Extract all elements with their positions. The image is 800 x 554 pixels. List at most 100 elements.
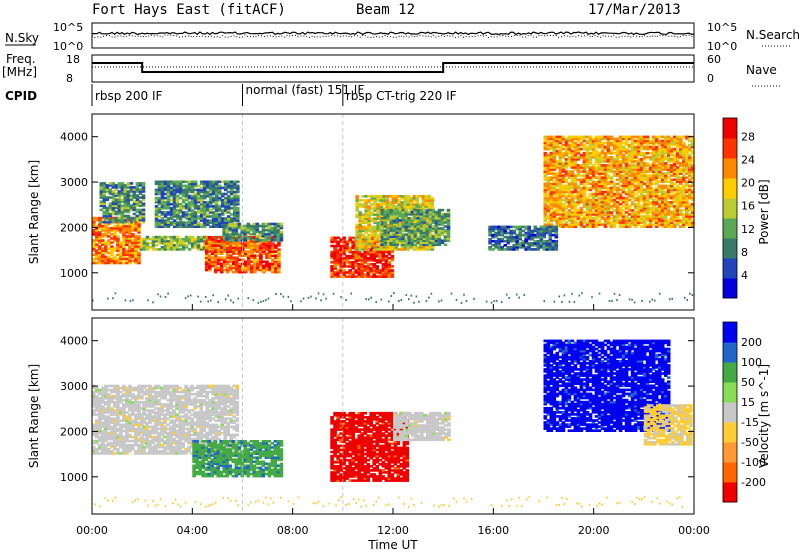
heatmap-cell bbox=[612, 139, 617, 143]
heatmap-cell bbox=[390, 273, 395, 276]
heatmap-cell bbox=[630, 164, 635, 167]
heatmap-cell bbox=[419, 227, 424, 230]
nsearch-tick-low: 10^0 bbox=[707, 40, 737, 53]
heatmap-cell bbox=[497, 229, 501, 233]
heatmap-cell bbox=[238, 262, 242, 266]
heatmap-cell bbox=[561, 211, 566, 214]
heatmap-cell bbox=[688, 160, 692, 163]
heatmap-cell bbox=[588, 168, 593, 171]
heatmap-cell bbox=[336, 240, 340, 244]
heatmap-cell bbox=[552, 139, 557, 143]
heatmap-cell bbox=[214, 200, 219, 204]
heatmap-cell bbox=[137, 239, 141, 242]
heatmap-cell bbox=[567, 219, 572, 222]
heatmap-cell bbox=[636, 184, 641, 188]
heatmap-cell bbox=[95, 224, 99, 228]
heatmap-cell bbox=[211, 188, 216, 192]
heatmap-cell bbox=[570, 143, 575, 147]
heatmap-cell bbox=[271, 266, 275, 270]
heatmap-cell bbox=[567, 145, 572, 149]
heatmap-cell bbox=[129, 190, 134, 193]
heatmap-cell bbox=[358, 205, 362, 208]
heatmap-cell bbox=[279, 239, 284, 242]
heatmap-cell bbox=[253, 268, 257, 272]
heatmap-cell bbox=[588, 205, 593, 208]
heatmap-cell bbox=[384, 273, 389, 276]
heatmap-cell bbox=[196, 237, 201, 241]
heatmap-cell bbox=[636, 215, 641, 218]
heatmap-cell bbox=[231, 224, 236, 228]
heatmap-cell bbox=[228, 234, 233, 238]
heatmap-cell bbox=[672, 139, 677, 143]
heatmap-cell bbox=[410, 231, 415, 234]
heatmap-cell bbox=[603, 219, 608, 222]
heatmap-cell bbox=[361, 199, 365, 202]
heatmap-cell bbox=[363, 265, 367, 268]
heatmap-cell bbox=[624, 139, 629, 143]
heatmap-cell bbox=[160, 200, 165, 204]
heatmap-cell bbox=[132, 196, 137, 199]
heatmap-cell bbox=[672, 192, 677, 196]
heatmap-cell bbox=[642, 145, 647, 149]
heatmap-cell bbox=[564, 137, 569, 141]
heatmap-cell bbox=[220, 192, 225, 196]
heatmap-cell bbox=[648, 180, 653, 184]
heatmap-cell bbox=[196, 205, 201, 208]
heatmap-cell bbox=[648, 174, 653, 177]
heatmap-cell bbox=[412, 221, 417, 225]
heatmap-cell bbox=[128, 245, 132, 248]
heatmap-cell bbox=[679, 139, 683, 143]
heatmap-cell bbox=[576, 170, 581, 173]
heatmap-cell bbox=[190, 237, 195, 241]
heatmap-cell bbox=[105, 198, 110, 201]
heatmap-cell bbox=[579, 164, 584, 167]
heatmap-cell bbox=[672, 141, 677, 145]
heatmap-cell bbox=[256, 254, 260, 257]
heatmap-cell bbox=[573, 176, 578, 179]
heatmap-cell bbox=[122, 249, 126, 252]
heatmap-cell bbox=[564, 200, 569, 204]
heatmap-cell bbox=[376, 217, 380, 220]
heatmap-cell bbox=[202, 196, 207, 200]
heatmap-cell bbox=[120, 192, 125, 195]
heatmap-cell bbox=[585, 188, 590, 192]
heatmap-cell bbox=[654, 182, 659, 186]
heatmap-cell bbox=[169, 241, 174, 245]
heatmap-cell bbox=[403, 197, 408, 200]
heatmap-cell bbox=[223, 180, 228, 184]
heatmap-cell bbox=[657, 170, 662, 173]
heatmap-cell bbox=[660, 174, 665, 177]
heatmap-cell bbox=[443, 225, 448, 228]
heatmap-cell bbox=[675, 145, 680, 149]
heatmap-cell bbox=[437, 217, 442, 220]
heatmap-cell bbox=[588, 160, 593, 163]
heatmap-cell bbox=[348, 269, 352, 272]
heatmap-cell bbox=[333, 248, 337, 252]
heatmap-cell bbox=[276, 228, 281, 232]
heatmap-cell bbox=[262, 250, 266, 253]
heatmap-cell bbox=[663, 223, 668, 226]
heatmap-cell bbox=[333, 275, 337, 278]
heatmap-cell bbox=[208, 225, 213, 228]
heatmap-cell bbox=[685, 176, 689, 179]
heatmap-cell bbox=[274, 260, 278, 264]
heatmap-cell bbox=[570, 174, 575, 177]
heatmap-cell bbox=[406, 221, 411, 225]
heatmap-cell bbox=[546, 147, 551, 151]
heatmap-cell bbox=[688, 219, 692, 222]
heatmap-cell bbox=[618, 188, 623, 192]
heatmap-cell bbox=[543, 192, 548, 196]
heatmap-cell bbox=[355, 215, 359, 218]
heatmap-cell bbox=[249, 228, 254, 232]
heatmap-cell bbox=[606, 156, 611, 159]
heatmap-cell bbox=[358, 225, 362, 229]
heatmap-cell bbox=[407, 217, 412, 220]
heatmap-cell bbox=[244, 260, 248, 264]
heatmap-cell bbox=[666, 200, 671, 204]
heatmap-cell bbox=[612, 198, 617, 202]
heatmap-cell bbox=[277, 266, 281, 270]
heatmap-cell bbox=[573, 151, 578, 155]
heatmap-cell bbox=[382, 209, 387, 212]
heatmap-cell bbox=[630, 137, 635, 141]
heatmap-cell bbox=[388, 203, 393, 206]
